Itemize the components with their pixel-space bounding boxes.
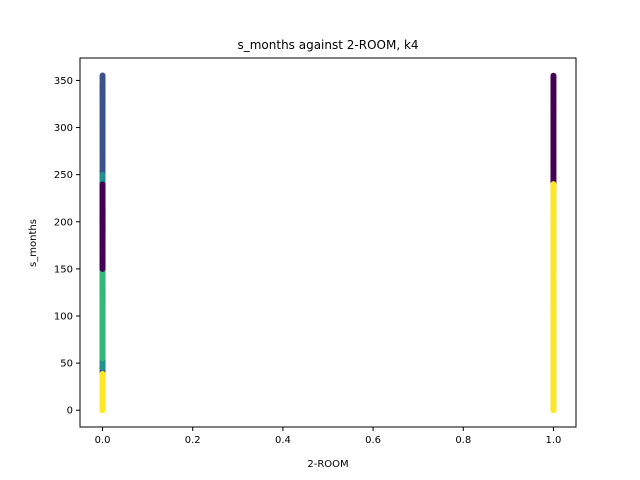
y-tick-label: 100 [54, 311, 73, 322]
x-tick-label: 1.0 [546, 435, 562, 446]
x-tick-label: 0.2 [185, 435, 201, 446]
data-point [99, 181, 106, 188]
y-axis: 0 50 100 150 200 250 300 350 [54, 76, 80, 417]
y-tick-label: 50 [60, 359, 73, 370]
y-axis-label: s_months [28, 219, 39, 267]
x-axis: 0.0 0.2 0.4 0.6 0.8 1.0 [95, 427, 562, 446]
x-tick-label: 0.8 [455, 435, 471, 446]
plot-frame [79, 57, 577, 428]
x-tick-label: 0.6 [365, 435, 381, 446]
y-tick-label: 350 [54, 76, 73, 87]
data-point [99, 72, 106, 79]
y-tick-label: 200 [54, 217, 73, 228]
data-point [550, 72, 557, 79]
y-tick-label: 0 [67, 406, 73, 417]
x-tick-label: 0.0 [95, 435, 111, 446]
data-point [99, 171, 106, 178]
chart-title: s_months against 2-ROOM, k4 [237, 38, 418, 52]
y-tick-label: 300 [54, 123, 73, 134]
data-point [550, 181, 557, 188]
data-point [99, 371, 106, 378]
x-tick-label: 0.4 [275, 435, 291, 446]
x-axis-label: 2-ROOM [307, 459, 348, 470]
y-tick-label: 150 [54, 264, 73, 275]
y-tick-label: 250 [54, 170, 73, 181]
data-points [99, 72, 557, 414]
